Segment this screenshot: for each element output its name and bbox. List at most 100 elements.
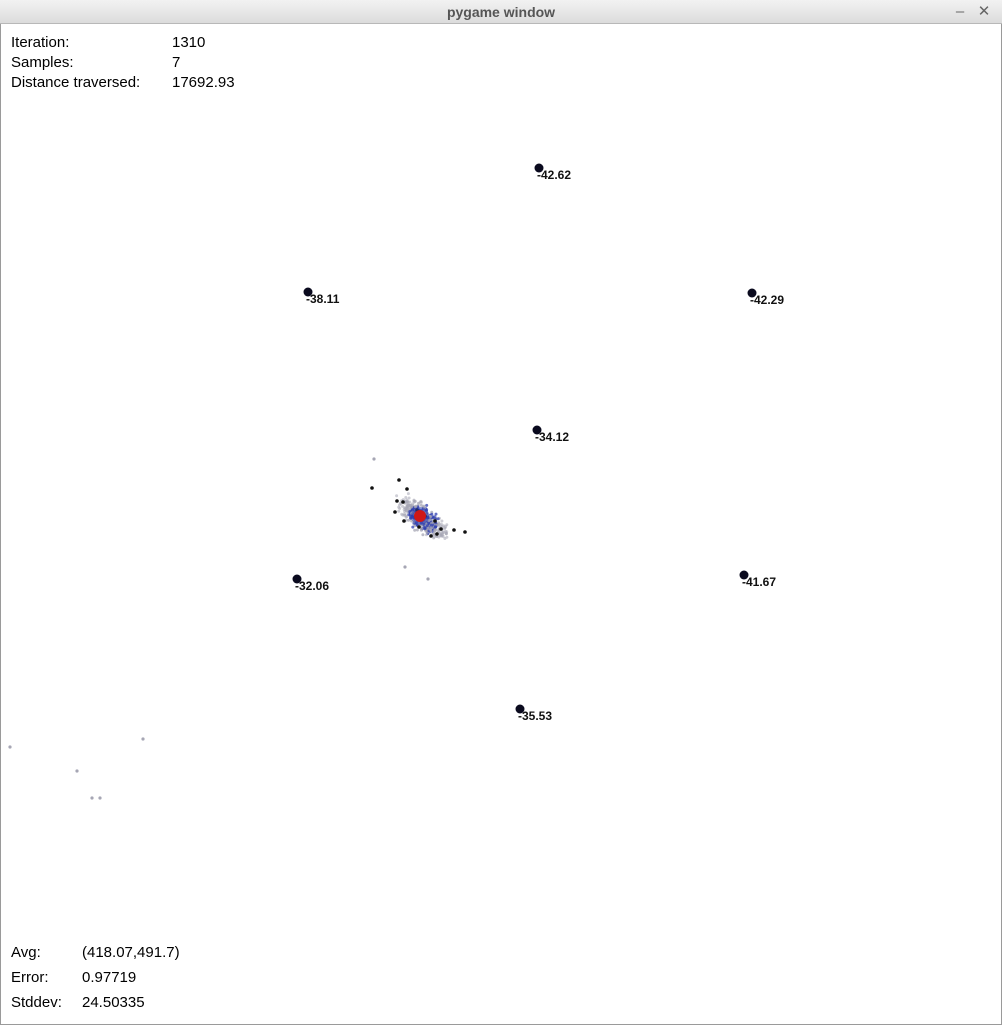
landmark-label: -38.11 [306,292,340,306]
sample-point [463,530,467,534]
particle [397,509,401,513]
particle [429,526,433,530]
stray-particle [75,769,79,773]
stray-particle [8,745,12,749]
stray-particles [8,457,430,800]
sample-point [370,486,374,490]
sample-point [417,525,421,529]
particle [419,527,423,531]
samples-label: Samples: [11,54,74,71]
stddev-label: Stddev: [11,994,62,1011]
landmark-label: -42.29 [750,293,784,307]
error-value: 0.97719 [82,969,137,986]
particle [395,494,399,498]
particle [406,492,410,496]
stray-particle [141,737,145,741]
particle [444,532,448,536]
particle [407,518,411,522]
landmark-label: -35.53 [518,709,552,723]
particle [404,515,408,519]
particle [407,513,411,517]
iteration-label: Iteration: [11,34,70,51]
landmark-dot [303,287,313,297]
particle [424,529,428,533]
particle [430,512,434,516]
particle [421,533,425,537]
particle-field: -42.62 -38.11 -42.29 -34.12 -32.06 -41.67 -35.… [8,163,784,800]
landmark-dot [747,288,757,298]
stray-particle [426,577,430,581]
samples-value: 7 [172,54,181,71]
error-label: Error: [11,969,49,986]
particle [429,515,433,518]
particle [405,506,409,510]
particle [406,511,410,514]
particle [413,505,417,509]
landmark-markers: -42.62 -38.11 -42.29 -34.12 -32.06 -41.67 -35.… [292,163,784,723]
sample-point [429,534,433,538]
stray-particle [372,457,376,461]
distance-value: 17692.93 [172,74,235,91]
particle [407,504,411,508]
particle [441,533,445,537]
window-title: pygame window [446,4,556,20]
landmark-label: -34.12 [535,430,569,444]
simulation-canvas: Iteration: 1310 Samples: 7 Distance trav… [0,24,1002,1025]
sample-point [435,532,439,536]
particle [434,512,438,516]
particle [412,500,416,504]
landmark-dot [534,163,544,173]
particle [413,528,417,532]
particle [398,503,401,507]
particle [436,517,440,521]
particle [406,499,409,503]
sample-point [393,510,397,514]
particle [432,535,436,539]
landmark-label: -32.06 [295,579,329,593]
particle [423,526,427,530]
landmark-dot [292,574,302,584]
stray-particle [90,796,94,800]
particle [443,537,447,540]
stray-particle [98,796,102,800]
sample-point [397,478,401,482]
distance-label: Distance traversed: [11,74,141,91]
landmark-label: -42.62 [537,168,571,182]
particle [419,500,423,504]
sample-point [433,519,437,523]
stddev-value: 24.50335 [82,994,145,1011]
particle [431,515,435,519]
sample-point [401,500,405,504]
particle [425,503,429,507]
particle [440,519,444,523]
sample-point [439,527,443,531]
particle [434,528,437,532]
sample-point [405,487,409,491]
estimate-dot [414,510,426,522]
particle [407,496,411,500]
particle [404,496,408,499]
particle [426,527,429,531]
particle [434,525,437,529]
particle [424,533,428,537]
sample-point [452,528,456,532]
window-titlebar[interactable]: pygame window – ✕ [0,0,1002,24]
position-estimate [411,507,429,525]
particle [427,521,431,525]
landmark-label: -41.67 [742,575,776,589]
sample-point [395,499,399,503]
particle [445,523,449,527]
landmark-dot [532,425,542,435]
iteration-value: 1310 [172,34,206,51]
stray-particle [403,565,407,569]
particle [443,526,447,530]
close-icon[interactable]: ✕ [977,3,991,20]
particle [425,524,429,528]
minimize-icon[interactable]: – [955,3,965,20]
particle [402,507,406,511]
particle [419,503,423,507]
landmark-dot [515,704,525,714]
sample-point [402,519,406,523]
particle [415,528,419,532]
avg-value: (418.07,491.7) [82,944,180,961]
